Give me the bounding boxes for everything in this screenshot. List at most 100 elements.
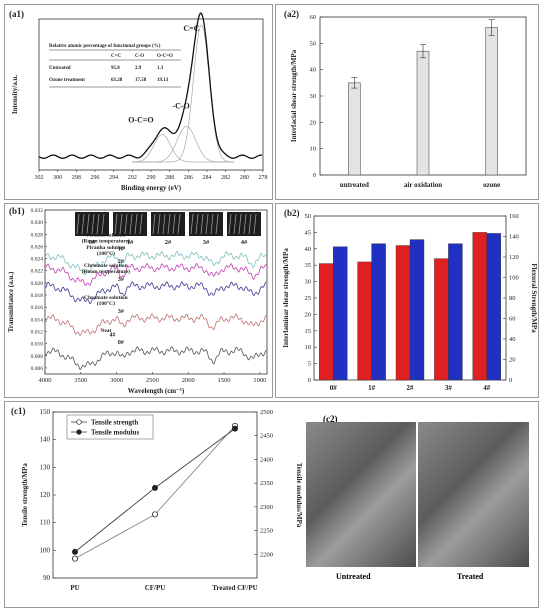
image-label: 4# [241, 239, 248, 246]
y2-tick-label: 160 [509, 213, 519, 220]
panel-label: (a2) [284, 9, 299, 19]
x-tick-label: PU [70, 584, 79, 592]
table-header: C=C [111, 54, 121, 59]
y2-tick-label: 140 [509, 234, 519, 241]
y2-tick-label: 2250 [260, 528, 273, 535]
y2-axis-label: Flexural Strength/MPa [530, 263, 538, 333]
ifss-bar-chart: (a2) 0 10 20 30 40 50 60 Interfacial shear stren… [284, 9, 527, 189]
y-tick-label: 90 [43, 574, 51, 582]
series-label: 1# [118, 247, 124, 253]
x-tick-label: ozone [483, 181, 500, 189]
table-cell: 17.58 [135, 78, 147, 83]
series-line [74, 425, 236, 559]
fiber-strand [76, 213, 80, 235]
panel-b2: (b2) 0 5 10 15 20 25 30 35 40 45 50 0 20 40 60 80 100 120 1… [275, 203, 539, 398]
ftir-chart: (b1) 4000 3500 3000 2500 2000 1500 1000 0.006 0.0… [7, 206, 268, 395]
legend-marker [76, 419, 82, 425]
fiber-strand [190, 213, 194, 235]
y-tick-label: 0.024 [31, 257, 44, 263]
peak-label: O-C=O [128, 116, 153, 125]
y2-axis-label: Tensile modulus/MPa [295, 463, 303, 528]
y-tick-label: 0.028 [31, 232, 44, 238]
table-header: O-C=O [157, 54, 173, 59]
series-label: 4# [109, 332, 115, 338]
y2-tick-label: 0 [509, 377, 512, 384]
bar-ilss [357, 261, 372, 381]
y-tick-label: 0 [308, 377, 311, 384]
fiber-strand [101, 213, 105, 235]
y-tick-label: 35 [305, 262, 312, 269]
sem-image-treated [418, 422, 529, 567]
y-axis-label: Tensile strength/MPa [21, 463, 29, 527]
y-tick-label: 0.006 [31, 366, 44, 372]
y-tick-label: 25 [305, 295, 312, 302]
fiber-strand [86, 213, 90, 235]
series-note: (Room temperature) [82, 238, 130, 245]
table-cell: 95.8 [111, 66, 120, 71]
ftir-spectrum [45, 250, 267, 276]
series-note: (Room temperature) [82, 268, 130, 275]
bar-flexural [486, 233, 502, 381]
sem-label-untreated: Untreated [336, 572, 371, 581]
x-tick-label: 288 [165, 175, 174, 181]
y-tick-label: 0.018 [31, 293, 44, 299]
y-tick-label: 60 [310, 14, 317, 21]
fiber-strand [172, 213, 176, 235]
x-tick-label: 298 [72, 175, 81, 181]
series-note: Chromate solution [84, 263, 128, 269]
x-tick-label: 3500 [74, 377, 87, 384]
ftir-spectrum [45, 262, 267, 286]
y-tick-label: 0.030 [31, 220, 44, 226]
series-note: Piranha solution [86, 233, 125, 239]
series-label: 2# [118, 259, 124, 265]
fiber-strand [177, 213, 181, 235]
bar-ilss [319, 263, 334, 381]
y2-tick-label: 2450 [260, 433, 273, 440]
x-tick-label: 4# [483, 384, 491, 392]
x-tick-label: 302 [35, 175, 44, 181]
xps-chart: (a1) 302 300 298 296 294 292 290 288 286 284 282 280… [9, 9, 268, 192]
fiber-strand [167, 213, 171, 235]
fiber-strand [114, 213, 118, 235]
x-tick-label: 1000 [253, 377, 266, 384]
fiber-strand [81, 213, 85, 235]
y-tick-label: 5 [308, 361, 311, 368]
peak-label: C=C [183, 24, 199, 33]
table-cell: 19.13 [157, 78, 169, 83]
y2-tick-label: 60 [509, 316, 516, 323]
y-tick-label: 0.032 [31, 208, 44, 214]
y2-tick-label: 2500 [260, 409, 273, 416]
y-tick-label: 30 [305, 279, 312, 286]
peak-label: -C-O [172, 101, 189, 110]
bar-flexural [333, 246, 348, 381]
x-tick-label: 3000 [110, 377, 123, 384]
bar [348, 82, 361, 176]
x-tick-label: Treated CF/PU [212, 584, 257, 592]
x-tick-label: 278 [259, 175, 268, 181]
y-tick-label: 0.008 [31, 354, 44, 360]
component-peak [132, 134, 235, 163]
bar-ilss [472, 232, 488, 381]
x-tick-label: 282 [221, 175, 230, 181]
y2-tick-label: 2200 [260, 551, 273, 558]
x-tick-label: 280 [240, 175, 249, 181]
x-tick-label: untreated [340, 181, 369, 189]
table-title: Relative atomic percentage of functional… [49, 44, 161, 49]
fiber-strand [124, 213, 128, 235]
y-tick-label: 10 [305, 344, 312, 351]
series-point [72, 555, 79, 562]
bar-flexural [409, 239, 425, 381]
x-tick-label: 1500 [218, 377, 231, 384]
y-tick-label: 120 [40, 491, 51, 499]
y-axis-label: Intensity/a.u. [11, 75, 19, 115]
fiber-strand [162, 213, 166, 235]
x-tick-label: air oxidation [404, 181, 442, 189]
y-tick-label: 0 [313, 172, 316, 179]
y2-tick-label: 40 [509, 336, 516, 343]
y-tick-label: 20 [310, 119, 317, 126]
x-tick-label: 292 [128, 175, 137, 181]
sem-image-untreated [306, 422, 416, 567]
ftir-spectrum [45, 313, 267, 337]
y-tick-label: 50 [305, 213, 312, 220]
y2-tick-label: 80 [509, 295, 516, 302]
